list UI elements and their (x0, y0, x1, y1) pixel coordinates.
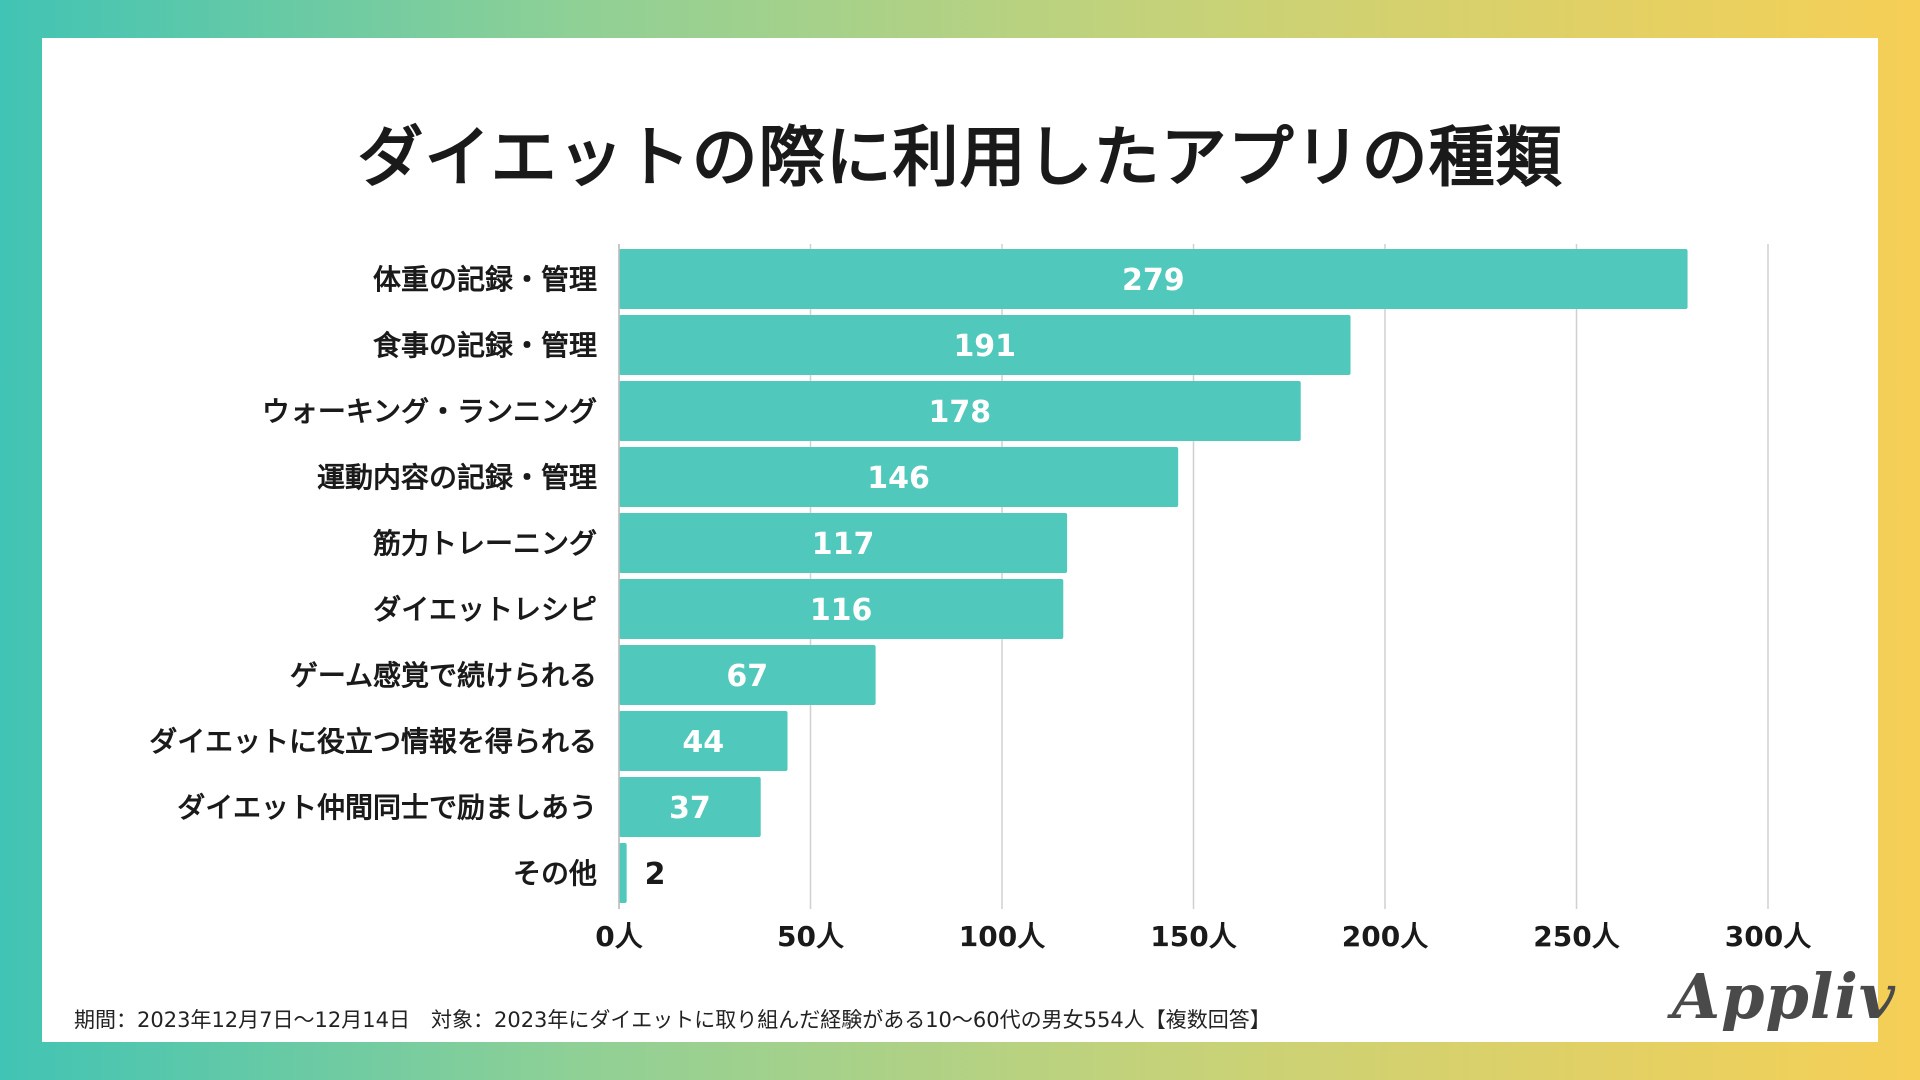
category-label: ダイエット仲間同士で励ましあう (177, 791, 597, 824)
bar (619, 579, 1064, 639)
bar (619, 843, 627, 903)
bar (619, 645, 876, 705)
data-label: 146 (867, 461, 930, 496)
category-label: ダイエットレシピ (373, 593, 597, 626)
x-tick-label: 250人 (1533, 920, 1619, 953)
data-label: 178 (929, 395, 992, 430)
x-tick-label: 300人 (1725, 920, 1811, 953)
data-label: 191 (953, 329, 1016, 364)
bar (619, 513, 1068, 573)
category-label: ダイエットに役立つ情報を得られる (149, 725, 597, 758)
applivo-logo: Appliv (1672, 960, 1896, 1033)
data-label: 67 (726, 659, 768, 694)
category-label: 筋力トレーニング (373, 527, 597, 560)
chart-title: ダイエットの際に利用したアプリの種類 (357, 119, 1563, 196)
x-tick-label: 50人 (777, 920, 844, 953)
data-label: 37 (669, 791, 711, 826)
bar (619, 777, 761, 837)
x-tick-label: 0人 (595, 920, 642, 953)
category-label: 食事の記録・管理 (373, 329, 597, 362)
x-tick-label: 100人 (959, 920, 1045, 953)
bar (619, 711, 788, 771)
category-label: 体重の記録・管理 (373, 263, 597, 296)
category-label: 運動内容の記録・管理 (317, 461, 597, 494)
data-label: 2 (645, 857, 666, 892)
data-label: 117 (812, 527, 875, 562)
data-label: 279 (1122, 263, 1185, 298)
bar (619, 249, 1688, 309)
category-label: ゲーム感覚で続けられる (290, 659, 597, 692)
footnote: 期間：2023年12月7日〜12月14日 対象：2023年にダイエットに取り組ん… (74, 1008, 1271, 1032)
x-tick-label: 150人 (1150, 920, 1236, 953)
chart-card: ダイエットの際に利用したアプリの種類 0人 50人 100人 150人 200人 250人… (42, 38, 1895, 1042)
data-label: 116 (810, 593, 873, 628)
bar (619, 381, 1301, 441)
data-label: 44 (682, 725, 724, 760)
bar-chart: 0人 50人 100人 150人 200人 250人 300人 体重の記録・管理 279 食事の記… (149, 244, 1811, 953)
category-label: ウォーキング・ランニング (262, 395, 597, 428)
x-tick-label: 200人 (1342, 920, 1428, 953)
category-label: その他 (513, 857, 597, 890)
bar (619, 447, 1179, 507)
bar (619, 315, 1351, 375)
